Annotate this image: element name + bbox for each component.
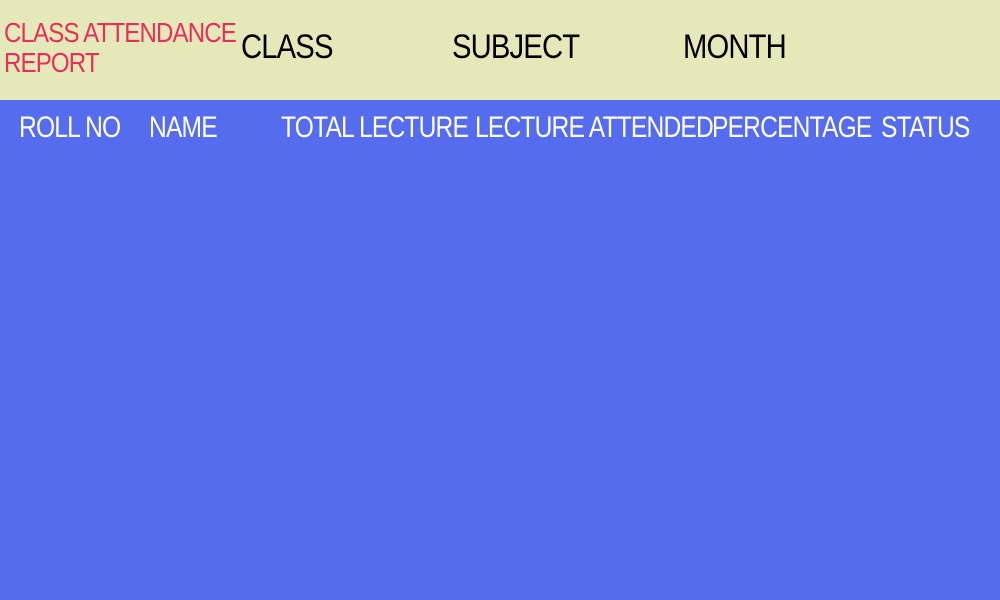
page-title-line-1: CLASS ATTENDANCE bbox=[4, 17, 237, 48]
column-header-lecture-attended: LECTURE ATTENDED bbox=[475, 111, 714, 144]
column-header-total-lecture: TOTAL LECTURE bbox=[281, 111, 469, 144]
column-header-percentage: PERCENTAGE bbox=[712, 111, 872, 144]
column-header-name: NAME bbox=[149, 111, 218, 144]
table-header-row: ROLL NO NAME TOTAL LECTURE LECTURE ATTEN… bbox=[0, 100, 1000, 156]
page-title-line-2: REPORT bbox=[4, 47, 100, 78]
column-header-roll-no: ROLL NO bbox=[19, 111, 121, 144]
column-header-status: STATUS bbox=[881, 111, 970, 144]
subject-filter[interactable]: SUBJECT bbox=[452, 28, 580, 66]
month-filter[interactable]: MONTH bbox=[683, 28, 787, 66]
table-body bbox=[0, 156, 1000, 600]
class-filter[interactable]: CLASS bbox=[241, 28, 333, 66]
page-title: CLASS ATTENDANCE REPORT bbox=[4, 17, 237, 78]
top-bar: CLASS ATTENDANCE REPORT CLASS SUBJECT MO… bbox=[0, 0, 1000, 100]
